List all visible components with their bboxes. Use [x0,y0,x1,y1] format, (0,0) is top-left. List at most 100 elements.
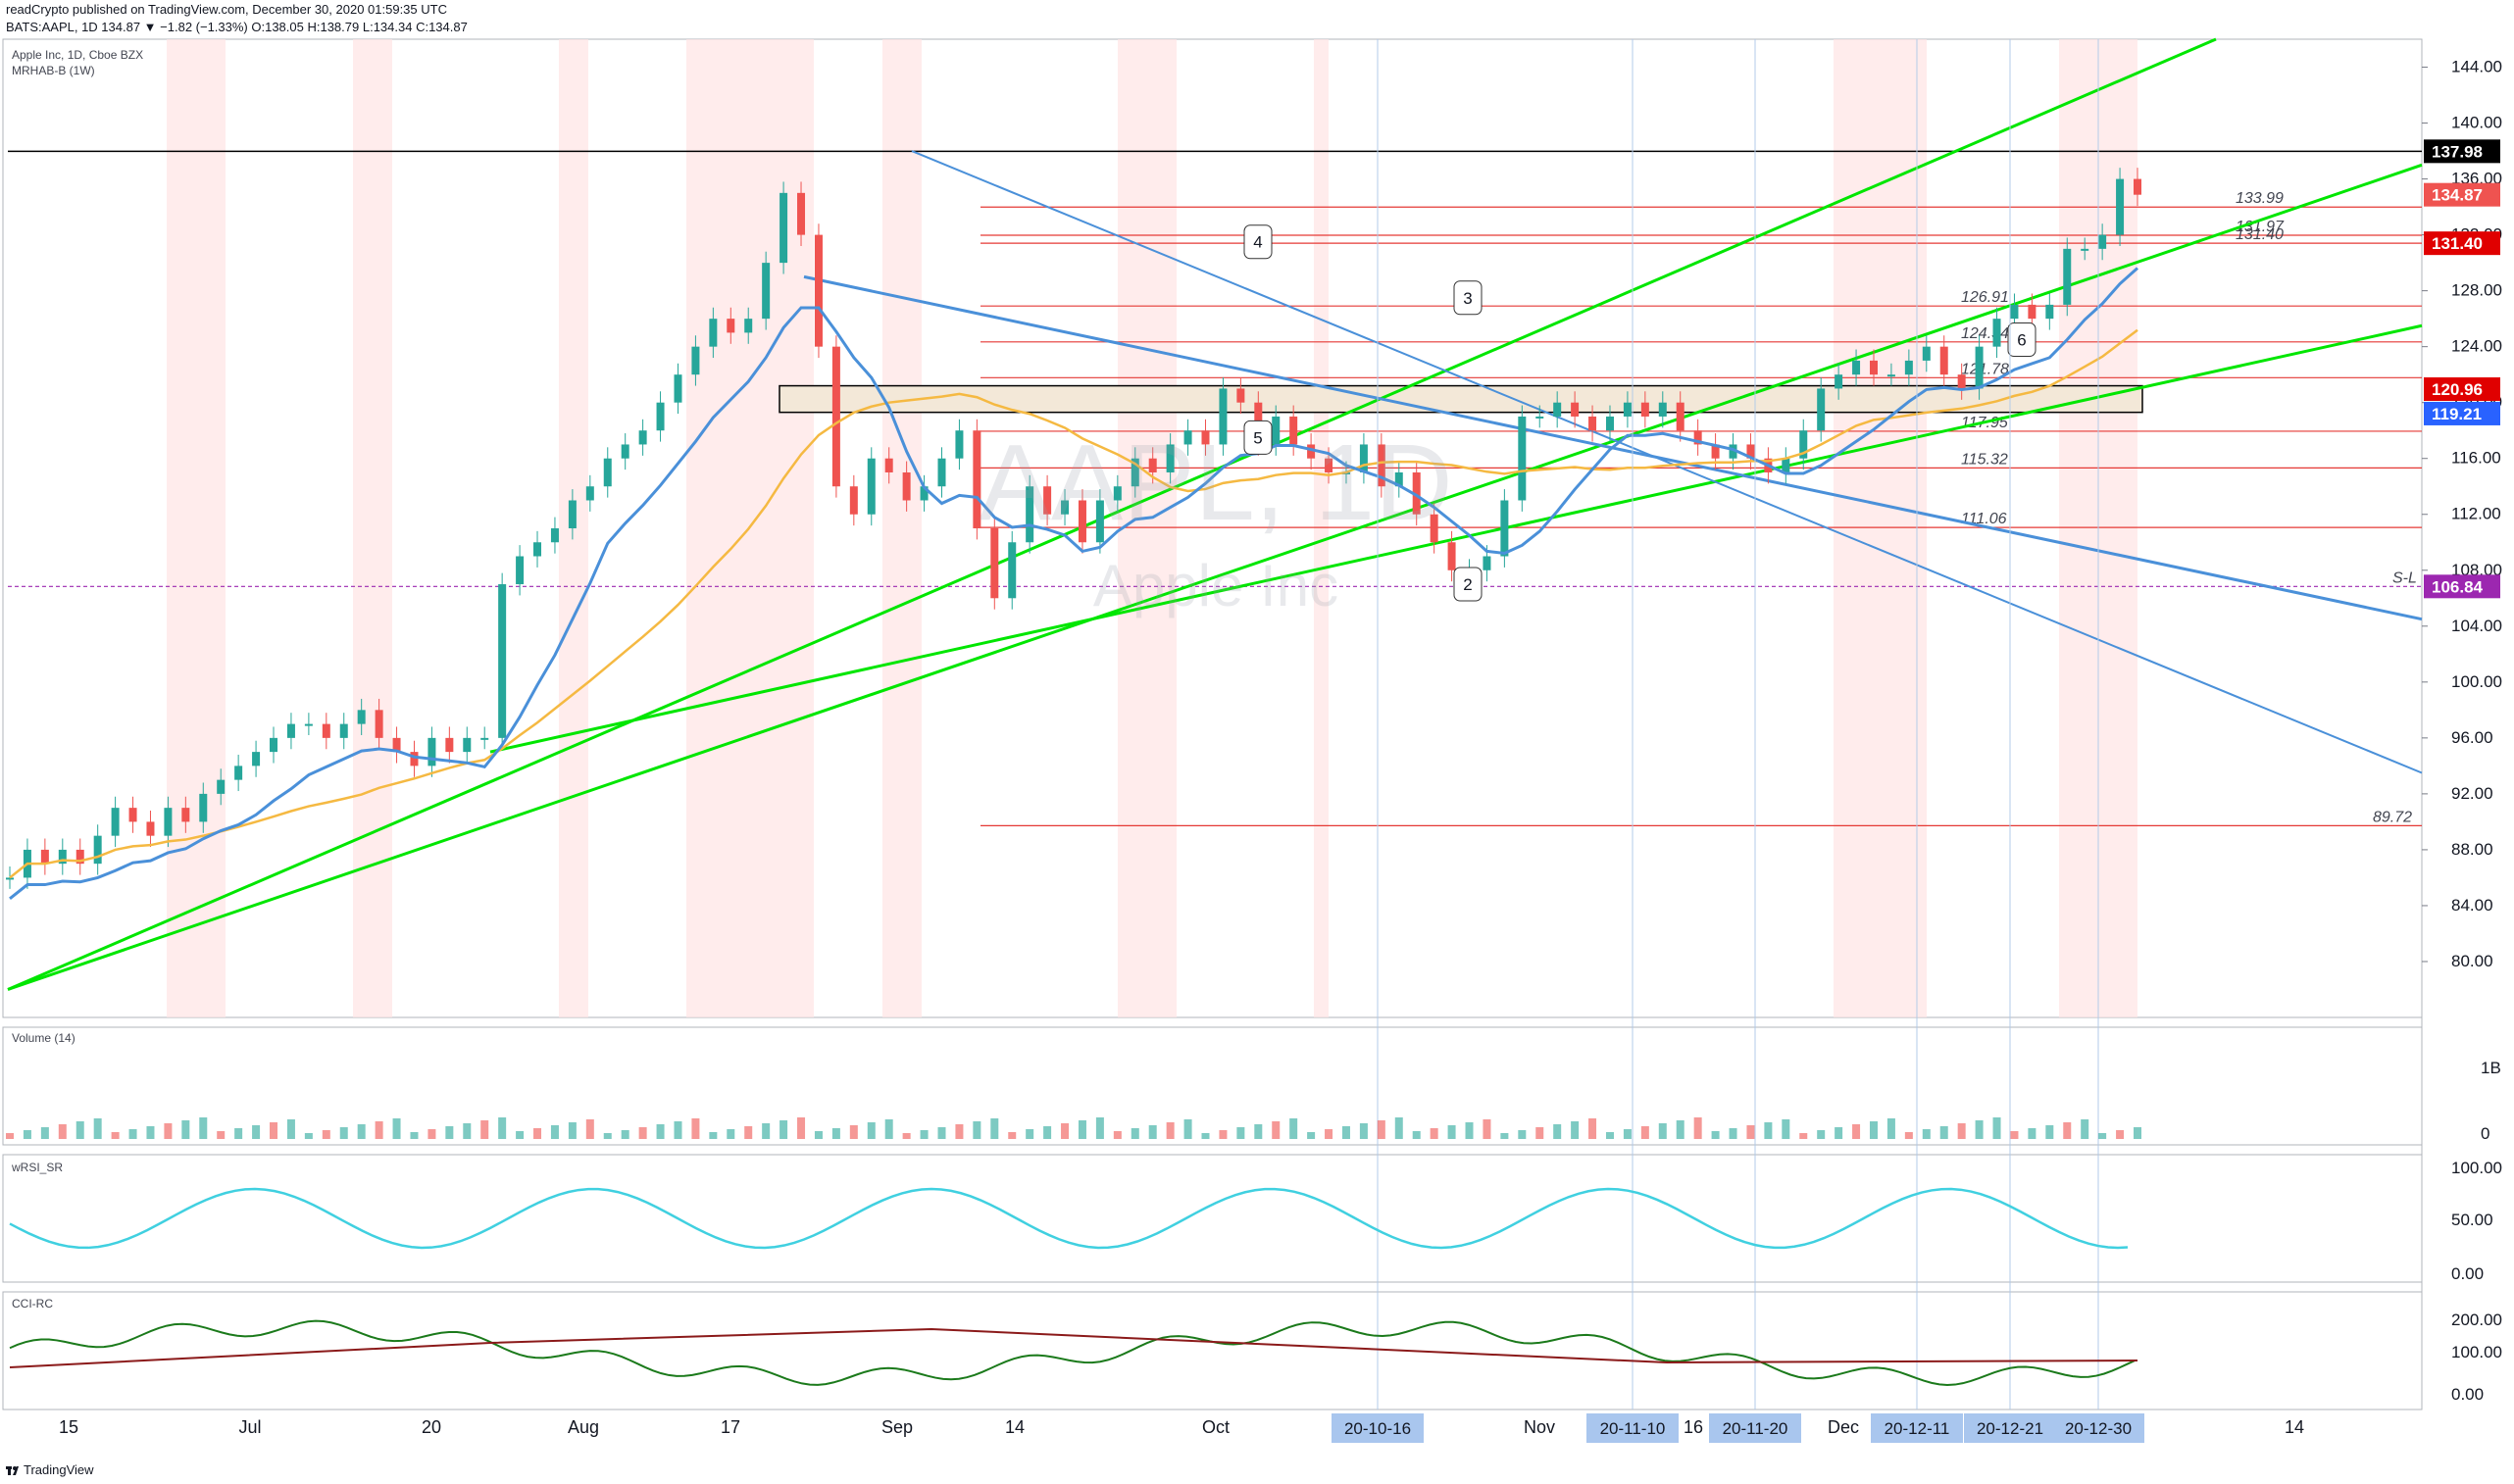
candle-body[interactable] [1483,556,1491,570]
candle-body[interactable] [498,584,507,738]
candle-body[interactable] [270,737,278,753]
candle-body[interactable] [1640,402,1649,417]
candle-body[interactable] [1605,416,1614,431]
candle-body[interactable] [1272,416,1281,445]
candle-body[interactable] [2045,304,2054,320]
candle-body[interactable] [849,486,858,515]
candle-body[interactable] [58,849,67,865]
candle-body[interactable] [1904,360,1913,375]
candle-body[interactable] [920,486,929,501]
candle-body[interactable] [1236,388,1245,403]
candle-body[interactable] [1078,500,1086,543]
candle-body[interactable] [392,737,401,753]
candle-body[interactable] [1957,374,1966,389]
candle-body[interactable] [990,528,999,599]
candle-body[interactable] [727,319,735,333]
candle-body[interactable] [6,877,14,880]
candle-body[interactable] [93,835,102,865]
candle-body[interactable] [2098,234,2107,249]
tradingview-logo[interactable]: TradingView [6,1462,94,1477]
candle-body[interactable] [2116,178,2125,235]
candle-body[interactable] [252,752,261,767]
candle-body[interactable] [427,737,436,767]
candle-body[interactable] [1430,514,1438,543]
candle-body[interactable] [1852,360,1861,375]
candle-body[interactable] [2134,178,2141,195]
candle-body[interactable] [550,528,559,543]
candle-body[interactable] [199,793,208,822]
candle-body[interactable] [1676,402,1684,431]
candle-body[interactable] [1553,402,1562,417]
candle-body[interactable] [2081,248,2089,251]
candle-body[interactable] [1693,430,1702,445]
cci-pane[interactable] [2,1291,2423,1410]
candle-body[interactable] [955,430,964,459]
candle-body[interactable] [2063,248,2072,305]
candle-body[interactable] [1061,500,1070,515]
candle-body[interactable] [516,556,525,585]
candle-body[interactable] [1201,430,1210,445]
candle-body[interactable] [656,402,665,431]
candle-body[interactable] [1886,374,1895,377]
candle-body[interactable] [884,458,893,472]
rsi-pane[interactable] [2,1154,2423,1283]
candle-body[interactable] [164,808,173,836]
candle-body[interactable] [1095,500,1104,543]
candle-body[interactable] [111,808,120,836]
candle-body[interactable] [1535,416,1544,419]
candle-body[interactable] [1869,360,1878,375]
candle-body[interactable] [709,319,718,347]
candle-body[interactable] [410,752,419,767]
candle-body[interactable] [2010,304,2019,320]
candle-body[interactable] [691,346,700,375]
candle-body[interactable] [1835,374,1843,389]
candle-body[interactable] [638,430,647,445]
candle-body[interactable] [1500,500,1509,557]
candle-body[interactable] [1219,388,1228,445]
candle-body[interactable] [339,723,348,738]
candle-body[interactable] [181,808,190,822]
candle-body[interactable] [1394,471,1403,487]
candle-body[interactable] [1043,486,1052,515]
candle-body[interactable] [1939,346,1948,375]
candle-body[interactable] [831,346,840,487]
candle-body[interactable] [480,737,489,740]
candle-body[interactable] [867,458,876,515]
candle-body[interactable] [973,430,981,528]
candle-body[interactable] [902,471,911,501]
candle-body[interactable] [286,723,295,738]
candle-body[interactable] [1131,458,1139,487]
candle-body[interactable] [585,486,594,501]
candle-body[interactable] [1623,402,1632,417]
candle-body[interactable] [234,766,243,780]
candle-body[interactable] [674,374,682,403]
candle-body[interactable] [304,723,313,726]
candle-body[interactable] [2028,304,2036,320]
candle-body[interactable] [744,319,753,333]
candle-body[interactable] [1447,542,1456,570]
candle-body[interactable] [1289,416,1298,445]
candle-body[interactable] [1588,416,1597,431]
candle-body[interactable] [1166,444,1175,472]
candle-body[interactable] [375,710,383,738]
candle-body[interactable] [1729,444,1737,459]
candle-body[interactable] [814,234,823,347]
candle-body[interactable] [779,192,788,264]
candle-body[interactable] [621,444,629,459]
candle-body[interactable] [1922,346,1931,361]
candle-body[interactable] [568,500,577,528]
candle-body[interactable] [1183,430,1192,445]
candle-body[interactable] [1148,458,1157,472]
candle-body[interactable] [1975,346,1984,389]
candle-body[interactable] [1799,430,1808,459]
candle-body[interactable] [1377,444,1385,487]
candle-body[interactable] [1412,471,1421,515]
candle-body[interactable] [217,779,226,794]
candle-body[interactable] [445,737,454,753]
candle-body[interactable] [40,849,49,865]
candle-body[interactable] [1817,388,1826,431]
candle-body[interactable] [603,458,612,487]
candle-body[interactable] [1518,416,1527,501]
candle-body[interactable] [937,458,946,487]
